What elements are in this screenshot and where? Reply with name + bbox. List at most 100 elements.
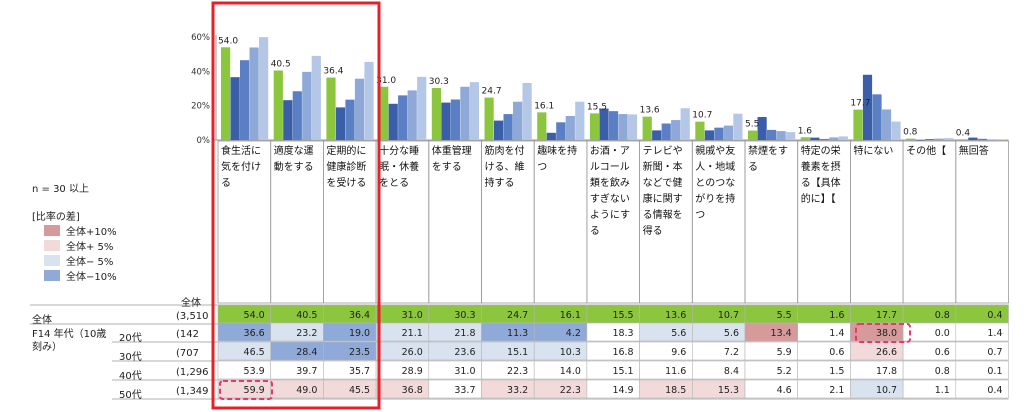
data-label: 31.0: [376, 76, 396, 86]
bar: [733, 113, 743, 140]
table-cell-value: 15.1: [507, 347, 528, 358]
table-cell-value: 38.0: [876, 328, 897, 339]
bar: [838, 136, 848, 140]
category-label: 眠・休養: [379, 160, 419, 173]
data-label: 10.7: [692, 111, 712, 121]
table-cell-value: 46.5: [244, 347, 265, 358]
bar: [537, 112, 547, 140]
table-cell-value: 22.3: [507, 366, 528, 377]
category-label: テレビや: [643, 145, 683, 157]
table-cell-value: 54.0: [244, 310, 265, 321]
table-cell-value: 1.5: [829, 366, 844, 377]
legend-item-plus10: 全体+10%: [44, 223, 117, 238]
category-label: 得る: [643, 225, 663, 237]
table-cell-value: 36.6: [244, 328, 265, 339]
table-cell-value: 17.8: [876, 366, 897, 377]
category-label: つ: [537, 162, 547, 173]
table-cell-value: 0.6: [935, 347, 950, 358]
bar: [283, 100, 293, 140]
table-cell-value: 5.6: [671, 328, 686, 339]
bar: [221, 47, 231, 140]
category-label: とのつな: [695, 177, 735, 189]
category-label: がりを持: [695, 192, 735, 205]
table-cell-value: 33.2: [507, 385, 528, 396]
legend-swatch: [44, 225, 60, 236]
row-label-30s: 30代: [119, 352, 142, 363]
table-cell-value: 5.2: [777, 366, 792, 377]
row-label-20s: 20代: [119, 333, 142, 344]
bar: [513, 101, 523, 140]
table-cell-value: 45.5: [349, 385, 370, 396]
table-cell-value: 2.1: [829, 385, 844, 396]
legend-label: 全体+10%: [66, 227, 117, 238]
bar: [958, 139, 968, 140]
table-cell-value: 28.4: [296, 347, 317, 358]
bar: [704, 130, 714, 140]
table-cell: [955, 360, 1009, 380]
bar: [565, 115, 575, 140]
table-cell-value: 0.0: [935, 328, 950, 339]
category-label: 特定の栄: [801, 144, 841, 157]
data-label: 0.4: [956, 128, 971, 138]
table-cell-value: 28.9: [402, 366, 423, 377]
category-cell: [850, 140, 904, 304]
table-cell-value: 22.3: [560, 385, 581, 396]
category-label: る: [221, 177, 231, 189]
table-cell-value: 13.6: [665, 310, 686, 321]
data-label: 15.5: [587, 102, 607, 112]
bar: [652, 130, 662, 140]
table-cell-value: 15.1: [612, 366, 633, 377]
table-cell-value: 16.1: [560, 310, 581, 321]
category-label: 気を付け: [221, 160, 261, 173]
category-label: 康に関す: [643, 192, 683, 205]
highlight-box: [211, 1, 381, 410]
table-cell-value: 1.6: [829, 310, 844, 321]
category-label: などで健: [643, 177, 683, 189]
legend-swatch: [44, 255, 60, 266]
data-label: 5.5: [745, 120, 759, 130]
table-cell-value: 10.7: [876, 385, 897, 396]
bar: [977, 138, 987, 140]
table-cell-value: 0.7: [987, 347, 1002, 358]
bar: [881, 109, 892, 140]
legend-label: 全体+ 5%: [66, 242, 114, 253]
bar: [776, 131, 786, 140]
table-cell-value: 0.4: [987, 310, 1002, 321]
bar: [230, 77, 240, 140]
sample-note: n = 30 以上: [32, 184, 89, 195]
legend-item-minus10: 全体−10%: [44, 268, 117, 283]
table-cell-value: 5.6: [724, 328, 739, 339]
category-label: 十分な睡: [379, 144, 419, 157]
category-label: をとる: [379, 177, 409, 189]
legend-title: [比率の差]: [32, 212, 80, 223]
legend-label: 全体−10%: [66, 272, 117, 283]
category-label: を受ける: [326, 177, 366, 189]
bar: [494, 120, 504, 140]
bar: [748, 130, 758, 140]
bar: [503, 114, 513, 140]
table-cell-value: 33.7: [454, 385, 475, 396]
bar: [379, 86, 389, 140]
bar: [996, 139, 1006, 140]
bar: [599, 108, 609, 140]
category-label: 健康診断: [326, 160, 366, 173]
table-cell-value: 1.4: [987, 328, 1002, 339]
bar: [786, 132, 796, 140]
bar: [757, 116, 767, 140]
table-cell-value: 23.6: [454, 347, 475, 358]
bar: [354, 78, 365, 140]
legend-item-plus5: 全体+ 5%: [44, 238, 113, 253]
bar: [608, 111, 619, 140]
table-cell-value: 21.1: [402, 328, 423, 339]
category-label: ようにす: [590, 209, 630, 221]
bar: [345, 99, 355, 140]
category-label: 趣味を持: [537, 144, 577, 157]
table-cell-value: 9.6: [671, 347, 686, 358]
bar: [695, 121, 705, 140]
legend-item-minus5: 全体− 5%: [44, 253, 113, 268]
bar: [891, 121, 901, 140]
table-cell-value: 0.4: [987, 385, 1002, 396]
data-label: 40.5: [271, 59, 291, 69]
category-label: 定期的に: [326, 144, 366, 157]
